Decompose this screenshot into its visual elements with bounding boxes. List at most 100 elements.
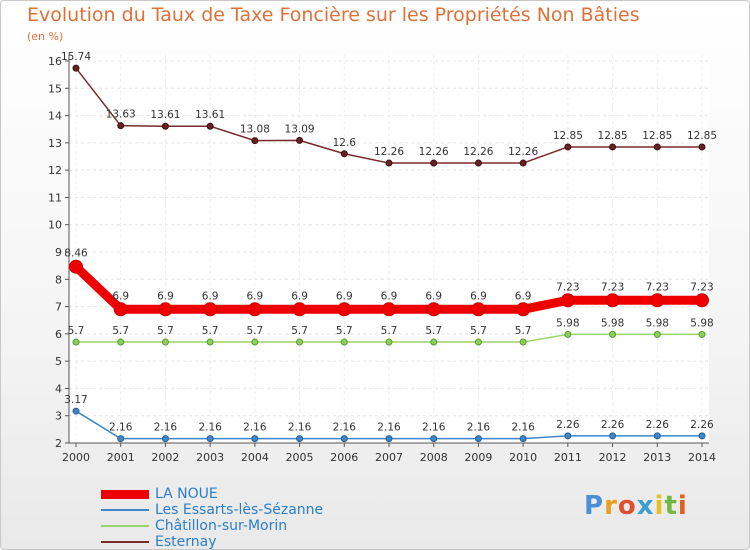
data-point-la-noue — [605, 293, 620, 308]
data-point-les-essarts — [161, 435, 169, 443]
data-label-la-noue: 6.9 — [202, 290, 219, 302]
x-tick-label: 2004 — [241, 451, 269, 464]
series-chatillon: 5.7 5.7 5.7 5.7 5.7 5.7 5.7 5.7 5.7 5.7 5.7 5.98 5.9… — [68, 317, 714, 346]
x-tick-label: 2002 — [151, 451, 179, 464]
data-point-la-noue — [203, 302, 218, 317]
data-label-chatillon: 5.98 — [690, 317, 713, 329]
legend-label: Châtillon-sur-Morin — [155, 518, 288, 534]
data-label-esternay: 12.85 — [687, 130, 717, 142]
data-point-les-essarts — [519, 435, 527, 443]
data-label-esternay: 13.08 — [240, 124, 270, 136]
data-label-esternay: 12.26 — [374, 146, 404, 158]
data-point-esternay — [564, 143, 572, 151]
data-point-la-noue — [69, 259, 83, 274]
data-point-chatillon — [72, 338, 80, 346]
data-point-les-essarts — [72, 407, 80, 415]
logo-letter: x — [636, 491, 655, 521]
data-label-la-noue: 7.23 — [646, 281, 669, 293]
data-point-esternay — [161, 122, 169, 130]
y-axis: 2 3 4 5 6 7 8 9 10 11 12 13 14 15 16 — [48, 55, 69, 450]
data-point-la-noue — [247, 302, 262, 317]
data-point-la-noue — [337, 302, 352, 317]
data-label-chatillon: 5.7 — [68, 325, 85, 337]
data-label-esternay: 12.85 — [598, 130, 628, 142]
data-label-esternay: 12.6 — [333, 137, 357, 149]
data-label-chatillon: 5.7 — [202, 325, 219, 337]
data-label-la-noue: 6.9 — [291, 290, 308, 302]
data-point-esternay — [296, 136, 304, 144]
logo-letter: i — [677, 491, 688, 521]
logo-letter: r — [604, 491, 618, 521]
data-point-chatillon — [430, 338, 438, 346]
x-tick-label: 2009 — [464, 451, 492, 464]
y-axis-unit-label: (en %) — [27, 30, 64, 43]
data-label-chatillon: 5.7 — [112, 325, 129, 337]
data-label-la-noue: 8.46 — [64, 248, 88, 260]
data-label-esternay: 13.61 — [195, 109, 225, 121]
x-tick-label: 2000 — [62, 451, 90, 464]
data-point-les-essarts — [564, 432, 572, 440]
x-tick-label: 2003 — [196, 451, 224, 464]
x-tick-label: 2006 — [330, 451, 358, 464]
y-tick-label: 9 — [55, 246, 62, 259]
logo-letter: P — [584, 491, 605, 521]
legend-label: LA NOUE — [155, 486, 218, 502]
x-tick-label: 2011 — [554, 451, 582, 464]
data-point-chatillon — [206, 338, 214, 346]
y-tick-label: 15 — [48, 82, 62, 95]
data-point-esternay — [609, 143, 617, 151]
data-label-les-essarts: 2.16 — [154, 422, 178, 434]
data-label-la-noue: 6.9 — [247, 290, 264, 302]
x-tick-label: 2005 — [286, 451, 314, 464]
proxiti-logo: Proxiti — [584, 491, 688, 521]
data-point-la-noue — [650, 293, 665, 308]
legend-item: Les Essarts-lès-Sézanne — [101, 502, 323, 518]
data-point-les-essarts — [296, 435, 304, 443]
data-point-esternay — [385, 159, 393, 167]
y-tick-label: 8 — [55, 273, 62, 286]
legend-swatch — [101, 525, 149, 527]
logo-letter: t — [664, 491, 678, 521]
legend-item: Esternay — [101, 534, 323, 549]
data-label-la-noue: 7.23 — [690, 281, 713, 293]
data-point-chatillon — [698, 330, 706, 338]
data-label-chatillon: 5.98 — [601, 317, 624, 329]
y-tick-label: 14 — [48, 110, 62, 123]
data-label-la-noue: 7.23 — [556, 281, 579, 293]
y-tick-label: 12 — [48, 164, 62, 177]
data-point-la-noue — [292, 302, 307, 317]
data-label-esternay: 12.26 — [463, 146, 493, 158]
data-label-esternay: 12.85 — [642, 130, 672, 142]
legend-swatch — [101, 541, 149, 543]
x-tick-label: 2007 — [375, 451, 403, 464]
data-point-chatillon — [474, 338, 482, 346]
data-point-les-essarts — [609, 432, 617, 440]
x-tick-label: 2001 — [107, 451, 135, 464]
data-label-les-essarts: 2.16 — [467, 422, 491, 434]
gridlines — [69, 55, 709, 444]
data-point-la-noue — [382, 302, 396, 317]
data-point-esternay — [72, 64, 80, 72]
data-point-esternay — [251, 137, 259, 145]
x-tick-label: 2013 — [643, 451, 671, 464]
data-label-les-essarts: 2.16 — [511, 422, 535, 434]
logo-letter: i — [654, 491, 665, 521]
data-label-esternay: 13.63 — [106, 109, 136, 121]
x-tick-label: 2012 — [599, 451, 627, 464]
data-point-les-essarts — [117, 435, 125, 443]
data-point-les-essarts — [340, 435, 348, 443]
data-point-esternay — [474, 159, 482, 167]
data-point-chatillon — [161, 338, 169, 346]
y-tick-label: 10 — [48, 219, 62, 232]
data-label-les-essarts: 2.16 — [377, 422, 401, 434]
legend-swatch — [101, 489, 149, 499]
series-esternay: 15.74 13.63 13.61 13.61 13.08 13.09 12.6 12.26 1… — [61, 51, 717, 167]
data-label-esternay: 13.61 — [150, 109, 180, 121]
data-label-les-essarts: 2.26 — [646, 419, 670, 431]
series-les-essarts: 3.17 2.16 2.16 2.16 2.16 2.16 2.16 2.16 2.16 2.16… — [64, 394, 714, 443]
y-tick-label: 16 — [48, 55, 62, 68]
data-label-les-essarts: 2.16 — [243, 422, 267, 434]
y-tick-label: 11 — [48, 191, 62, 204]
